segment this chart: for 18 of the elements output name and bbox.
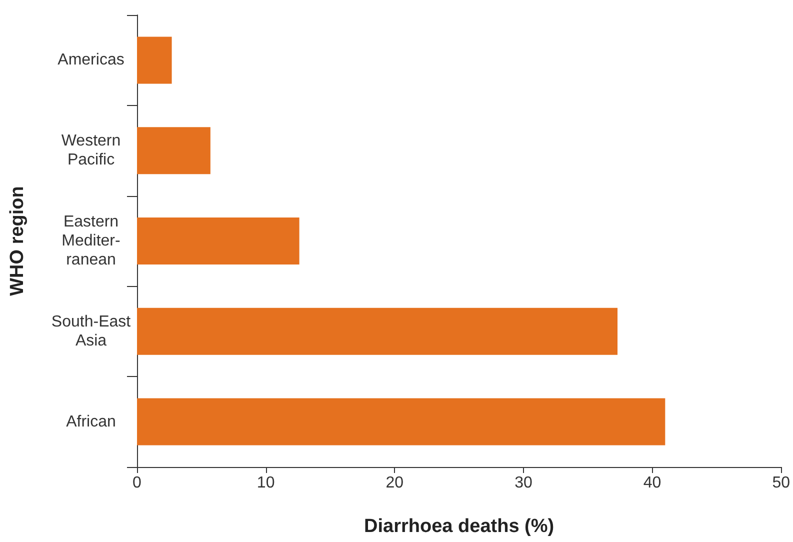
x-tick-label: 0: [132, 474, 142, 492]
bar: [137, 398, 666, 446]
x-axis-title: Diarrhoea deaths (%): [364, 516, 554, 537]
bar: [137, 308, 618, 355]
bar: [137, 127, 210, 174]
y-tick-label: Western Pacific: [61, 132, 121, 169]
y-tick-label: Americas: [58, 52, 124, 69]
x-tick-label: 50: [772, 474, 790, 492]
y-axis-title: WHO region: [7, 186, 28, 296]
bar: [137, 36, 172, 84]
x-tick-label: 40: [643, 474, 662, 492]
x-tick-label: 20: [386, 474, 404, 492]
bar: [137, 217, 300, 265]
y-tick-label: African: [66, 413, 116, 430]
x-tick-label: 10: [256, 474, 275, 492]
y-tick-label: Eastern Mediter- ranean: [62, 214, 120, 268]
y-tick-label: South-East Asia: [51, 313, 132, 350]
x-tick-label: 30: [514, 474, 532, 492]
